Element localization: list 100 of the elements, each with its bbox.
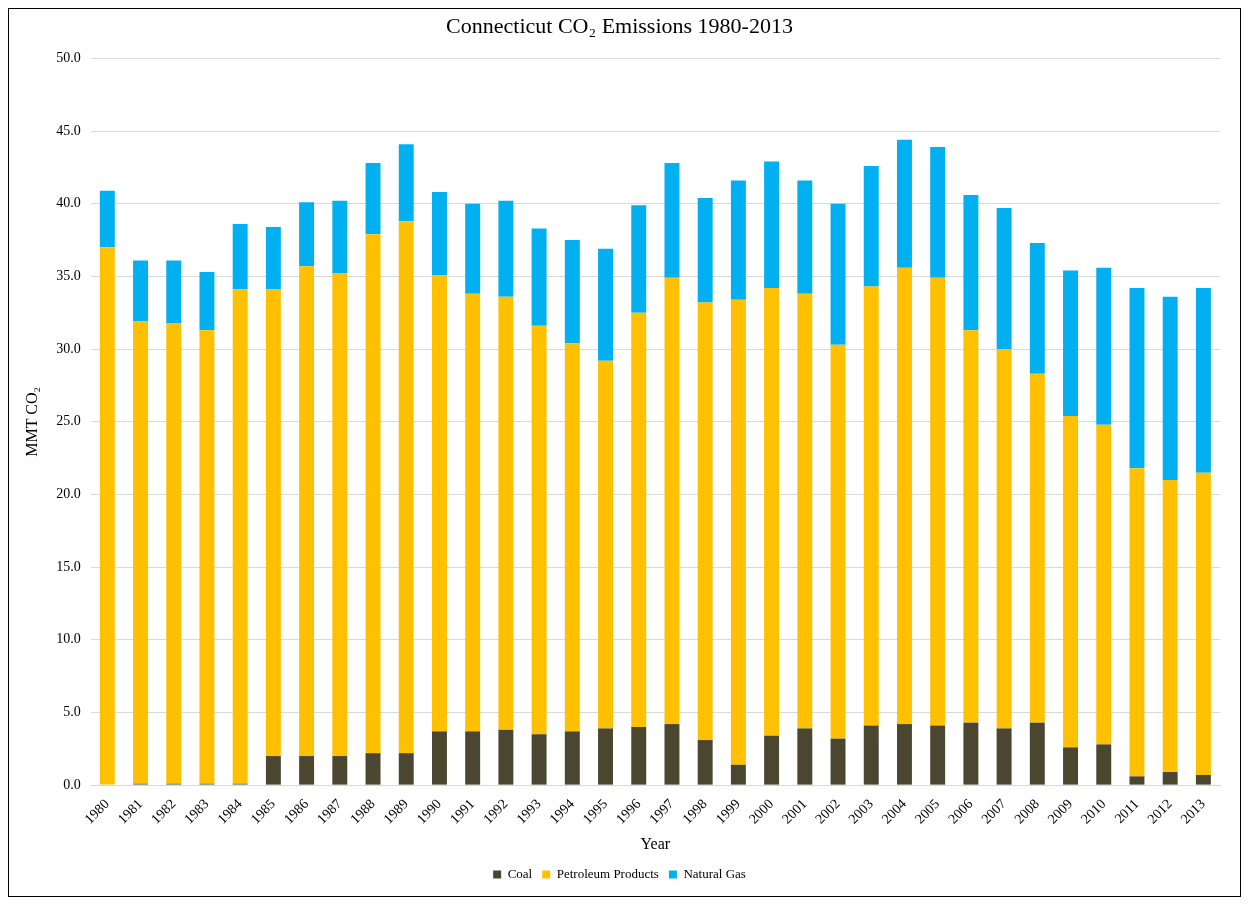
- bar: [498, 729, 514, 785]
- bar: [299, 266, 315, 757]
- y-tick-label: 0.0: [63, 776, 81, 792]
- bar: [598, 248, 613, 361]
- bar: [431, 731, 447, 785]
- bar: [930, 725, 946, 785]
- bar: [730, 180, 746, 300]
- bar: [1096, 744, 1112, 785]
- bar: [1129, 468, 1145, 777]
- bar: [531, 325, 547, 735]
- y-tick-label: 10.0: [56, 631, 81, 647]
- bar: [564, 343, 580, 732]
- legend-label: Petroleum Products: [556, 865, 659, 881]
- bar: [598, 360, 613, 729]
- bar: [1162, 296, 1178, 480]
- bar: [1162, 479, 1178, 773]
- bar: [398, 753, 414, 785]
- bar: [99, 190, 115, 248]
- bar: [664, 277, 680, 725]
- bar: [697, 740, 713, 785]
- y-tick-label: 25.0: [56, 413, 81, 429]
- bar: [598, 728, 613, 785]
- bar: [863, 165, 879, 287]
- bar: [166, 260, 182, 323]
- bar: [265, 756, 281, 785]
- bar: [465, 731, 481, 785]
- bar: [232, 224, 248, 290]
- bar: [299, 202, 315, 267]
- bar: [631, 312, 647, 727]
- bar: [896, 139, 912, 268]
- bar: [1029, 373, 1045, 723]
- bar: [830, 738, 846, 785]
- bar: [930, 147, 946, 278]
- bar: [797, 728, 813, 785]
- bar: [431, 192, 447, 275]
- y-tick-label: 20.0: [56, 486, 81, 502]
- bar: [232, 289, 248, 784]
- bar: [1162, 772, 1178, 785]
- bar: [365, 163, 381, 235]
- legend-label: Coal: [507, 865, 533, 881]
- bar: [1195, 288, 1211, 473]
- bar: [1195, 774, 1211, 785]
- legend-label: Natural Gas: [683, 865, 746, 881]
- bar: [99, 247, 115, 785]
- bar: [1063, 415, 1079, 748]
- bar: [1195, 472, 1211, 775]
- bar: [465, 293, 481, 732]
- bar: [730, 764, 746, 785]
- bar: [697, 197, 713, 303]
- y-tick-label: 50.0: [56, 50, 81, 66]
- bar: [531, 734, 547, 785]
- bar: [498, 296, 514, 730]
- bar: [1096, 267, 1112, 425]
- bar: [963, 330, 979, 723]
- bar: [199, 330, 215, 784]
- bar: [1063, 747, 1079, 785]
- bar: [730, 299, 746, 765]
- bar: [133, 321, 148, 784]
- y-tick-label: 5.0: [63, 704, 81, 720]
- bar: [299, 756, 315, 785]
- bar: [398, 144, 414, 222]
- bar: [764, 288, 780, 736]
- bar: [631, 726, 647, 785]
- bar: [930, 277, 946, 726]
- bar: [1029, 242, 1045, 374]
- bar: [996, 208, 1012, 350]
- bar: [332, 200, 348, 274]
- bar: [1096, 424, 1112, 745]
- bar: [764, 735, 780, 785]
- bar: [830, 344, 846, 739]
- bar: [896, 724, 912, 785]
- bar: [996, 728, 1012, 785]
- y-tick-label: 45.0: [56, 122, 81, 138]
- bar: [265, 227, 281, 290]
- bar: [365, 234, 381, 754]
- bar: [498, 200, 514, 297]
- chart-title: Connecticut CO₂ Emissions 1980-2013: [446, 12, 793, 38]
- bar: [564, 240, 580, 344]
- bar: [265, 289, 281, 757]
- bar: [664, 163, 680, 278]
- bar: [332, 756, 348, 785]
- bar: [963, 722, 979, 785]
- y-tick-label: 15.0: [56, 558, 81, 574]
- bar: [697, 302, 713, 741]
- bar: [365, 753, 381, 785]
- bar: [664, 724, 680, 785]
- x-axis-title: Year: [640, 834, 671, 852]
- y-axis-title: MMT CO₂: [22, 386, 40, 457]
- bar: [133, 260, 148, 322]
- bar: [1063, 270, 1079, 416]
- bar: [863, 725, 879, 785]
- bar: [764, 161, 780, 289]
- bar: [564, 731, 580, 785]
- bar: [896, 267, 912, 725]
- bar: [830, 203, 846, 345]
- bar: [996, 349, 1012, 729]
- bar: [398, 221, 414, 754]
- bar: [332, 273, 348, 757]
- bar: [431, 274, 447, 732]
- bar: [797, 180, 813, 294]
